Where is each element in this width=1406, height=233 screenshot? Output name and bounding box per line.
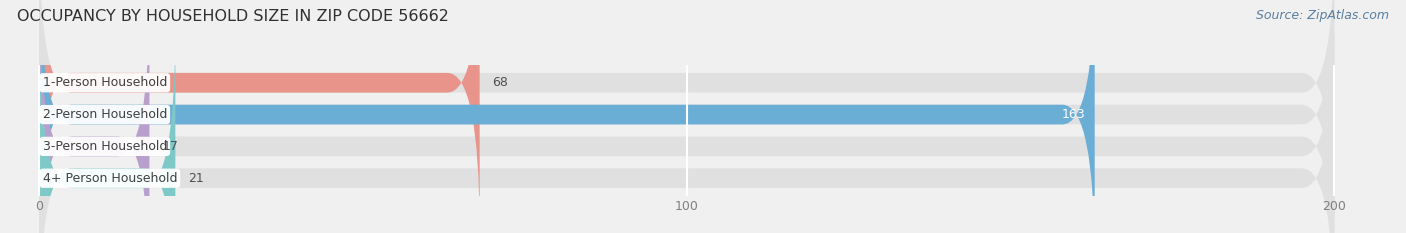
Text: 2-Person Household: 2-Person Household <box>42 108 167 121</box>
Text: 68: 68 <box>492 76 509 89</box>
Text: 3-Person Household: 3-Person Household <box>42 140 167 153</box>
Text: 4+ Person Household: 4+ Person Household <box>42 172 177 185</box>
FancyBboxPatch shape <box>39 0 1334 232</box>
FancyBboxPatch shape <box>39 0 479 232</box>
FancyBboxPatch shape <box>39 29 1334 233</box>
FancyBboxPatch shape <box>39 0 1334 233</box>
Text: 21: 21 <box>188 172 204 185</box>
FancyBboxPatch shape <box>39 0 149 233</box>
Text: 17: 17 <box>163 140 179 153</box>
Text: 163: 163 <box>1062 108 1085 121</box>
FancyBboxPatch shape <box>39 0 1334 233</box>
Text: OCCUPANCY BY HOUSEHOLD SIZE IN ZIP CODE 56662: OCCUPANCY BY HOUSEHOLD SIZE IN ZIP CODE … <box>17 9 449 24</box>
Text: Source: ZipAtlas.com: Source: ZipAtlas.com <box>1256 9 1389 22</box>
FancyBboxPatch shape <box>39 29 176 233</box>
Text: 1-Person Household: 1-Person Household <box>42 76 167 89</box>
FancyBboxPatch shape <box>39 0 1095 233</box>
